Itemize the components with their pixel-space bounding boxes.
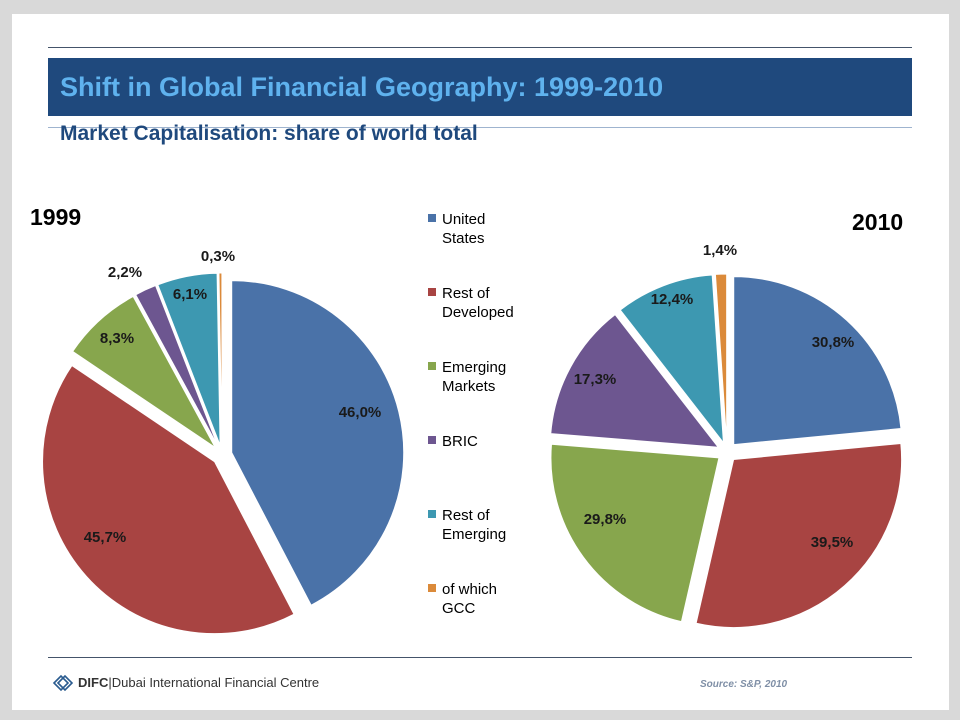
footer-divider: [48, 657, 912, 658]
title-underline: [48, 127, 912, 128]
pie-slice-2010-rest-of-emerging: [619, 274, 725, 445]
brand-separator: |: [108, 675, 112, 690]
brand-short: DIFC: [78, 675, 109, 690]
source-note: Source: S&P, 2010: [700, 679, 788, 690]
data-label-1999-3: 2,2%: [108, 264, 142, 281]
difc-brand-text: DIFC|Dubai International Financial Centr…: [78, 675, 319, 690]
legend-label: BRIC: [442, 433, 478, 450]
legend-swatch: [428, 584, 436, 592]
brand-long: Dubai International Financial Centre: [111, 675, 320, 690]
legend-label: Emerging Markets: [442, 359, 507, 395]
pie-slice-1999-united-states: [231, 280, 405, 606]
page-title: Shift in Global Financial Geography: 199…: [48, 58, 912, 116]
data-label-2010-1: 39,5%: [811, 534, 854, 551]
pie-slice-1999-bric: [135, 284, 219, 447]
data-label-1999-4: 6,1%: [173, 286, 207, 303]
data-label-1999-0: 46,0%: [339, 404, 382, 421]
legend-swatch: [428, 362, 436, 370]
top-divider: [48, 47, 912, 48]
pie-slice-2010-emerging-markets: [550, 443, 720, 623]
pie-slice-2010-of-which-gcc: [714, 273, 728, 443]
pie-slice-1999-rest-of-emerging: [157, 272, 221, 446]
data-label-2010-4: 12,4%: [651, 291, 694, 308]
data-label-2010-3: 17,3%: [574, 371, 617, 388]
year-label-1999: 1999: [30, 204, 82, 230]
legend-swatch: [428, 214, 436, 222]
data-label-2010-2: 29,8%: [584, 511, 627, 528]
legend-swatch: [428, 436, 436, 444]
pie-slice-2010-bric: [550, 313, 720, 448]
pie-slice-2010-united-states: [733, 276, 902, 446]
data-label-1999-5: 0,3%: [201, 248, 235, 265]
data-label-2010-0: 30,8%: [812, 334, 855, 351]
difc-logo-icon: [52, 674, 74, 692]
legend-label: Rest of Developed: [442, 285, 514, 321]
pie-slice-1999-rest-of-developed: [42, 364, 295, 635]
year-label-2010: 2010: [852, 209, 904, 235]
pie-slice-2010-rest-of-developed: [695, 442, 903, 628]
data-label-2010-5: 1,4%: [703, 242, 737, 259]
data-label-1999-2: 8,3%: [100, 330, 134, 347]
legend-label: of which GCC: [442, 581, 498, 617]
legend-label: Rest of Emerging: [442, 507, 507, 543]
legend-label: United States: [442, 211, 486, 247]
legend-swatch: [428, 510, 436, 518]
pie-slice-1999-emerging-markets: [71, 295, 216, 449]
data-label-1999-1: 45,7%: [84, 529, 127, 546]
page-subtitle: Market Capitalisation: share of world to…: [60, 122, 478, 145]
pie-slice-1999-of-which-gcc: [218, 272, 223, 446]
legend-swatch: [428, 288, 436, 296]
